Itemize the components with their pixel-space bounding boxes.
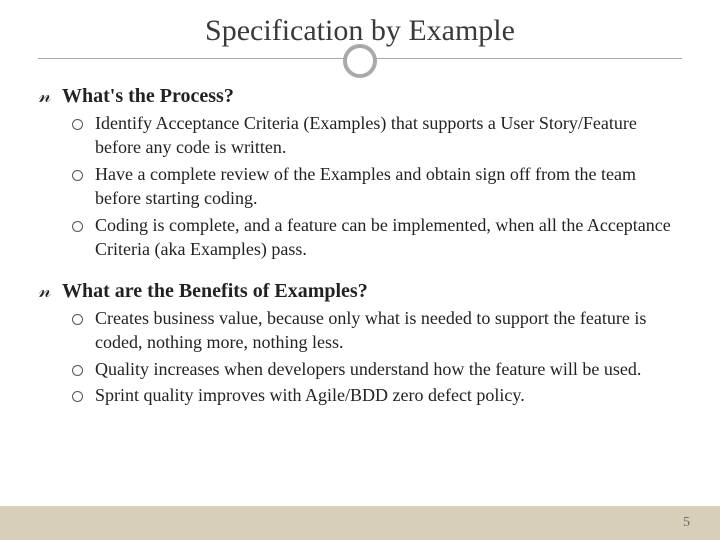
section-process: 𝓃 What's the Process? Identify Acceptanc… [36,85,684,262]
list-item: Have a complete review of the Examples a… [72,163,684,211]
hollow-circle-icon [72,170,83,181]
title-area: Specification by Example [36,14,684,67]
footer-faint-text [358,525,362,537]
section-head: 𝓃 What's the Process? [36,85,684,108]
item-text: Identify Acceptance Criteria (Examples) … [95,112,684,160]
list-item: Identify Acceptance Criteria (Examples) … [72,112,684,160]
list-item: Creates business value, because only wha… [72,307,684,355]
section-title: What's the Process? [62,85,234,108]
title-divider [38,58,682,59]
hollow-circle-icon [72,391,83,402]
item-text: Creates business value, because only wha… [95,307,684,355]
item-text: Sprint quality improves with Agile/BDD z… [95,384,525,408]
list-item: Quality increases when developers unders… [72,358,684,382]
bullet-tilde-icon: 𝓃 [36,281,54,301]
bullet-tilde-icon: 𝓃 [36,86,54,106]
hollow-circle-icon [72,365,83,376]
page-number: 5 [683,515,690,531]
hollow-circle-icon [72,314,83,325]
list-item: Sprint quality improves with Agile/BDD z… [72,384,684,408]
hollow-circle-icon [72,221,83,232]
item-text: Have a complete review of the Examples a… [95,163,684,211]
list-item: Coding is complete, and a feature can be… [72,214,684,262]
content-area: 𝓃 What's the Process? Identify Acceptanc… [36,85,684,408]
footer-bar: 5 [0,506,720,540]
item-text: Coding is complete, and a feature can be… [95,214,684,262]
item-text: Quality increases when developers unders… [95,358,641,382]
section-benefits: 𝓃 What are the Benefits of Examples? Cre… [36,280,684,409]
section-head: 𝓃 What are the Benefits of Examples? [36,280,684,303]
slide: Specification by Example 𝓃 What's the Pr… [0,0,720,540]
hollow-circle-icon [72,119,83,130]
sub-list: Identify Acceptance Criteria (Examples) … [72,112,684,262]
title-circle-icon [343,44,377,78]
section-title: What are the Benefits of Examples? [62,280,368,303]
sub-list: Creates business value, because only wha… [72,307,684,409]
